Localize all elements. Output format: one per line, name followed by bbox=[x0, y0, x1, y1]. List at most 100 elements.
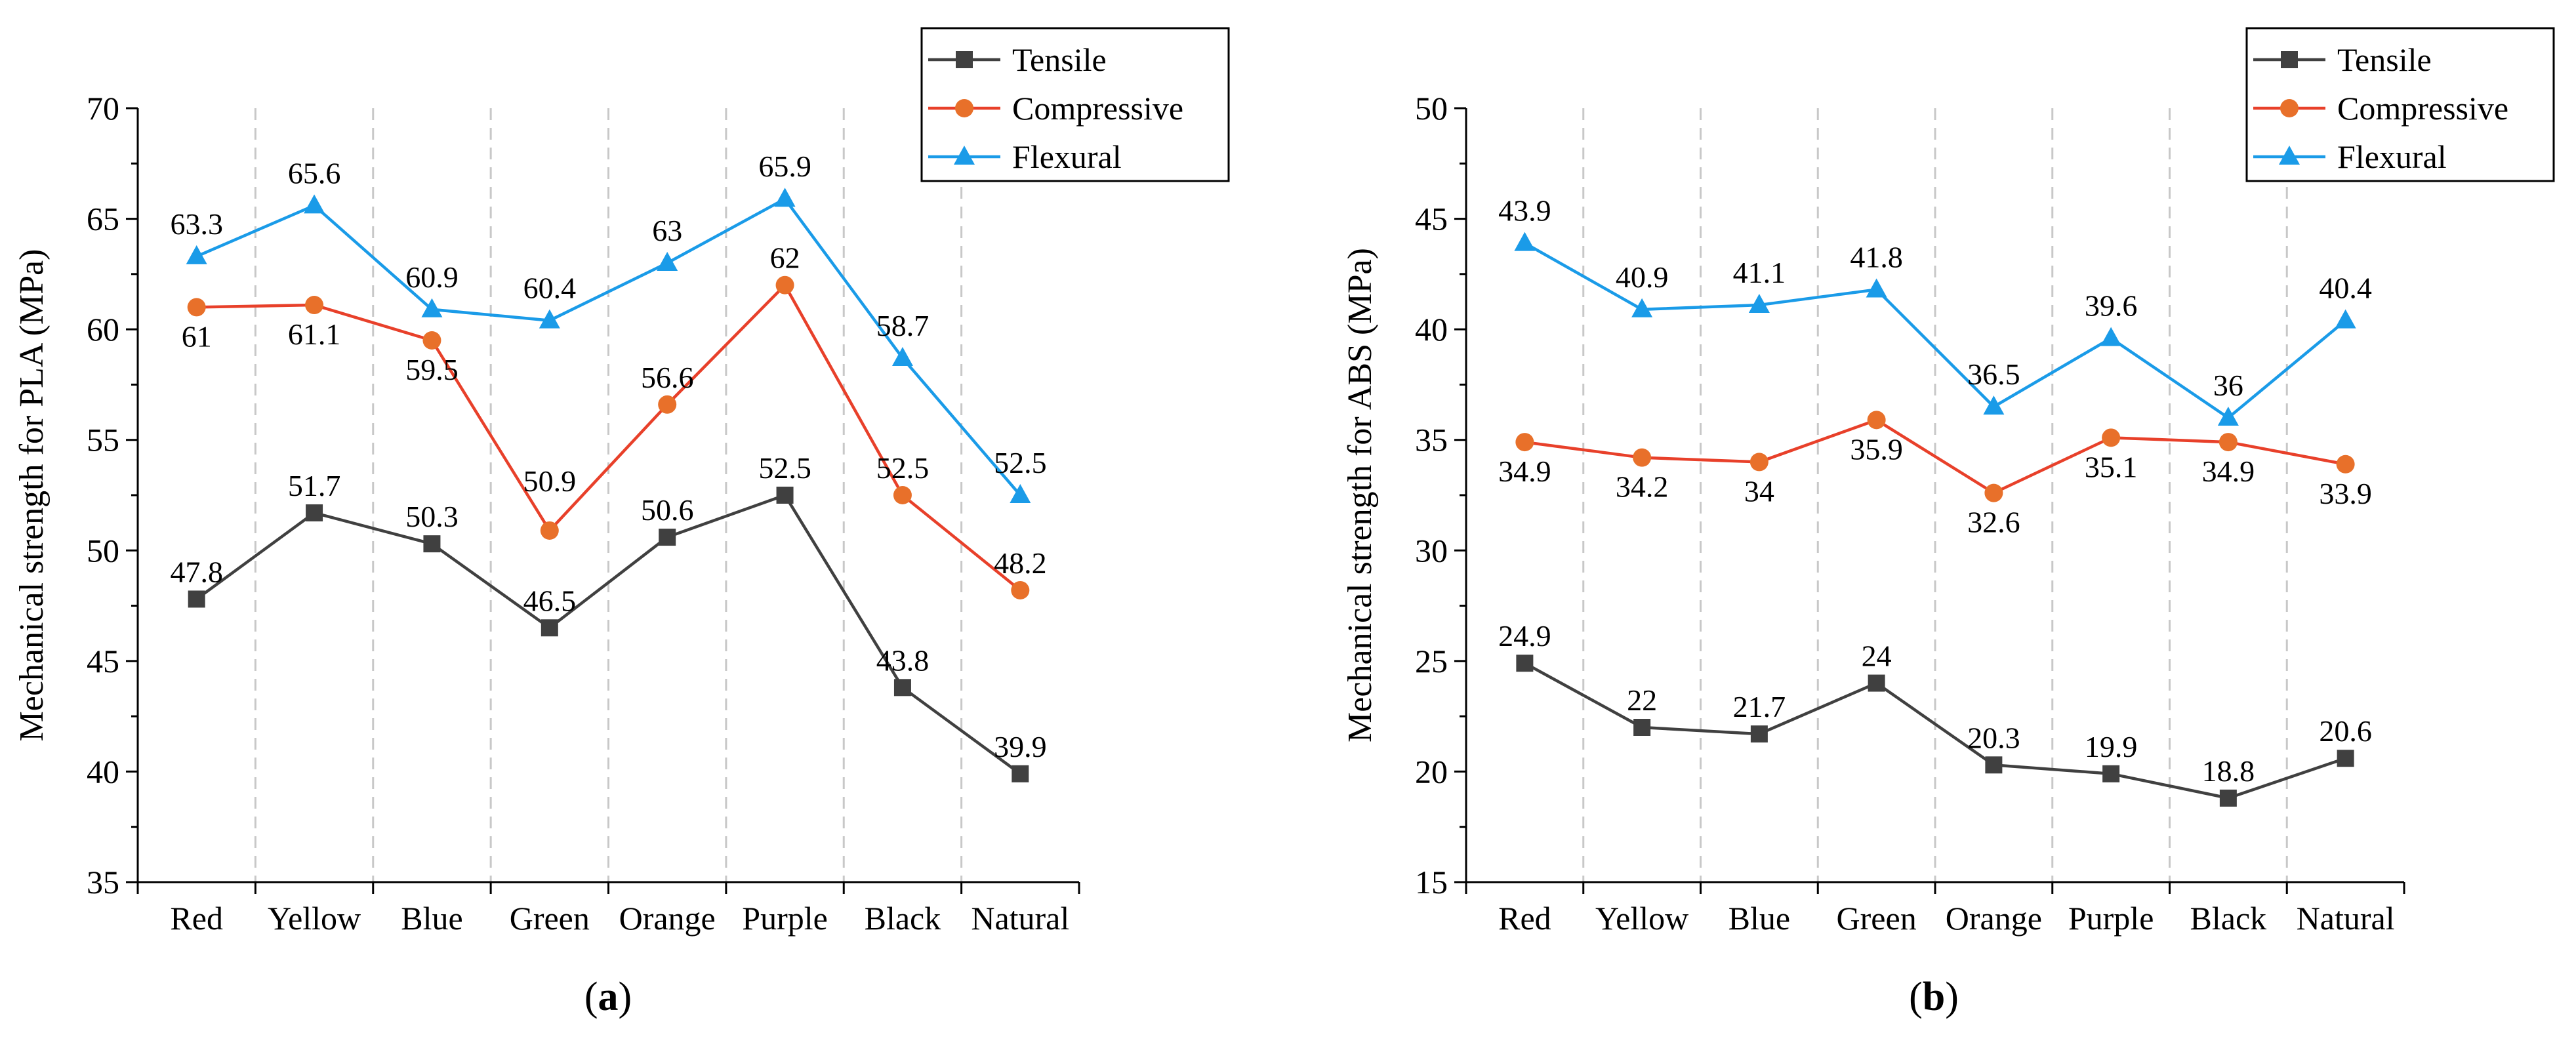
y-axis-title: Mechanical strength for ABS (MPa) bbox=[1341, 248, 1379, 742]
legend-item-flexural: Flexural bbox=[2253, 138, 2447, 175]
x-tick-label: Purple bbox=[742, 900, 828, 937]
x-tick-label: Blue bbox=[1728, 900, 1790, 937]
data-label: 34 bbox=[1744, 474, 1774, 508]
legend-label: Tensile bbox=[1012, 41, 1107, 78]
data-point-marker bbox=[1514, 232, 1536, 251]
data-point-marker bbox=[893, 679, 911, 697]
y-tick-label: 35 bbox=[87, 864, 119, 900]
series-line bbox=[1524, 418, 2346, 495]
data-point-marker bbox=[776, 487, 794, 504]
data-point-marker bbox=[186, 245, 207, 264]
data-point-marker bbox=[893, 486, 912, 504]
x-tick-label: Yellow bbox=[268, 900, 361, 937]
data-point-marker bbox=[1866, 278, 1887, 298]
data-point-marker bbox=[539, 309, 560, 329]
data-point-marker bbox=[657, 252, 678, 271]
y-tick-label: 70 bbox=[87, 90, 119, 127]
legend-marker bbox=[2281, 51, 2298, 68]
data-label: 62 bbox=[770, 241, 800, 275]
legend: Tensile Compressive Flexural bbox=[2245, 27, 2555, 182]
data-label: 52.5 bbox=[994, 446, 1047, 479]
data-point-marker bbox=[305, 296, 324, 315]
data-label: 34.9 bbox=[1498, 455, 1551, 488]
data-label: 56.6 bbox=[641, 361, 694, 394]
data-label: 46.5 bbox=[523, 584, 577, 617]
data-point-marker bbox=[775, 275, 794, 294]
series-tensile: 24.9 22 21.7 24 20.3 19.9 18.8 20.6 bbox=[1498, 619, 2372, 807]
y-tick-label: 50 bbox=[1415, 90, 1448, 127]
data-label: 52.5 bbox=[876, 451, 930, 485]
data-label: 22 bbox=[1627, 683, 1657, 717]
data-point-marker bbox=[1516, 655, 1534, 672]
panel-letter: b bbox=[1923, 975, 1945, 1019]
legend-label: Compressive bbox=[2337, 90, 2508, 127]
legend-label: Flexural bbox=[1012, 138, 1122, 175]
data-label: 21.7 bbox=[1733, 690, 1786, 723]
x-tick-label: Red bbox=[1498, 900, 1551, 937]
data-label: 61 bbox=[182, 319, 212, 353]
data-label: 52.5 bbox=[758, 451, 811, 485]
y-tick-label: 65 bbox=[87, 201, 119, 237]
data-label: 43.8 bbox=[876, 643, 930, 677]
data-point-marker bbox=[423, 535, 441, 553]
series-line bbox=[1524, 241, 2347, 420]
x-tick-label: Orange bbox=[1946, 900, 2042, 937]
data-point-marker bbox=[2219, 789, 2237, 807]
legend-item-tensile: Tensile bbox=[928, 41, 1107, 78]
data-point-marker bbox=[422, 331, 441, 350]
panel-letter: a bbox=[598, 975, 619, 1019]
data-point-marker bbox=[2335, 309, 2356, 329]
data-point-marker bbox=[2100, 327, 2122, 346]
x-tick-label: Black bbox=[2190, 900, 2267, 937]
data-label: 63 bbox=[652, 214, 682, 247]
x-tick-label: Natural bbox=[2297, 900, 2395, 937]
data-label: 20.3 bbox=[1967, 721, 2020, 754]
data-point-marker bbox=[2336, 455, 2355, 474]
y-tick-label: 15 bbox=[1415, 864, 1448, 900]
data-point-marker bbox=[891, 346, 913, 366]
data-point-marker bbox=[1983, 395, 2005, 415]
data-point-marker bbox=[2217, 407, 2239, 426]
data-label: 59.5 bbox=[405, 353, 459, 386]
data-point-marker bbox=[1515, 433, 1534, 452]
data-point-marker bbox=[1868, 674, 1885, 692]
data-point-marker bbox=[306, 504, 323, 521]
y-tick-label: 35 bbox=[1415, 422, 1448, 458]
legend-item-flexural: Flexural bbox=[928, 138, 1122, 175]
data-label: 40.4 bbox=[2319, 272, 2372, 305]
y-tick-label: 40 bbox=[1415, 311, 1448, 348]
series-tensile: 47.8 51.7 50.3 46.5 50.6 52.5 43.8 39.9 bbox=[170, 451, 1047, 782]
legend-label: Compressive bbox=[1012, 90, 1183, 127]
y-tick-label: 40 bbox=[87, 753, 119, 790]
y-tick-label: 20 bbox=[1415, 753, 1448, 790]
series-line bbox=[1524, 662, 2346, 800]
panel-caption: (b) bbox=[1909, 975, 1959, 1019]
legend-item-compressive: Compressive bbox=[2253, 90, 2508, 127]
data-point-marker bbox=[2218, 433, 2238, 452]
y-tick-label: 50 bbox=[87, 532, 119, 569]
legend-label: Flexural bbox=[2337, 138, 2447, 175]
data-point-marker bbox=[421, 298, 443, 317]
data-point-marker bbox=[1011, 580, 1030, 599]
chart-panel-a: 35 40 45 50 55 60 65 70 Red Yellow Blue Green Orange… bbox=[13, 27, 1230, 1019]
data-point-marker bbox=[188, 590, 205, 608]
data-point-marker bbox=[1633, 448, 1652, 467]
data-label: 35.1 bbox=[2085, 450, 2138, 483]
data-label: 24 bbox=[1862, 639, 1892, 673]
series-compressive: 34.9 34.2 34 35.9 32.6 35.1 34.9 33.9 bbox=[1498, 411, 2372, 539]
x-tick-label: Orange bbox=[619, 900, 716, 937]
data-label: 34.2 bbox=[1616, 470, 1669, 504]
data-label: 65.6 bbox=[288, 156, 341, 190]
series-flexural: 63.3 65.6 60.9 60.4 63 65.9 58.7 52.5 bbox=[170, 150, 1047, 503]
y-tick-label: 60 bbox=[87, 311, 119, 348]
legend-item-tensile: Tensile bbox=[2253, 41, 2432, 78]
data-point-marker bbox=[1633, 719, 1651, 736]
data-label: 63.3 bbox=[170, 207, 223, 241]
data-label: 65.9 bbox=[758, 150, 811, 183]
data-label: 19.9 bbox=[2085, 730, 2138, 763]
data-label: 24.9 bbox=[1498, 619, 1551, 653]
legend-item-compressive: Compressive bbox=[928, 90, 1183, 127]
data-label: 20.6 bbox=[2319, 714, 2372, 748]
data-point-marker bbox=[1748, 294, 1770, 314]
